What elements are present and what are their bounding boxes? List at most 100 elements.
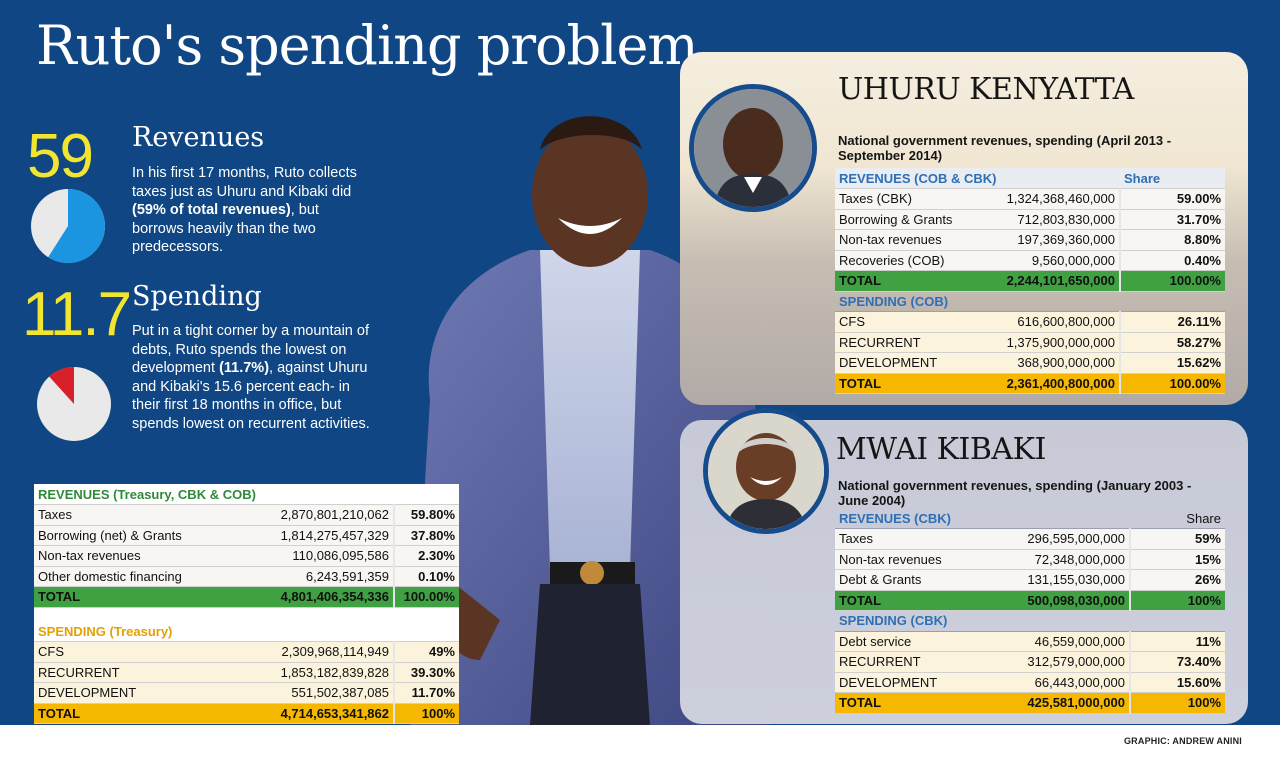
row-amount: 66,443,000,000 [990,672,1130,693]
row-label: CFS [34,641,209,663]
kibaki-name: MWAI KIBAKI [836,432,1046,467]
table-row: RECURRENT 1,853,182,839,828 39.30% [34,662,459,683]
uhuru-revenues-total-row: TOTAL 2,244,101,650,000 100.00% [835,270,1225,292]
spending-body-text: Put in a tight corner by a mountain of d… [132,323,369,377]
row-share: 0.10% [393,566,459,587]
ruto-revenues-total-row: TOTAL 4,801,406,354,336 100.00% [34,586,459,608]
revenues-pie-chart [31,189,105,263]
spending-body: Put in a tight corner by a mountain of d… [132,322,377,434]
row-amount: 425,581,000,000 [990,692,1130,714]
kibaki-portrait [703,408,829,534]
row-share: 26% [1129,569,1225,591]
row-label: Other domestic financing [34,566,209,587]
row-label: TOTAL [835,373,980,394]
row-label: TOTAL [835,590,990,611]
table-row: Taxes 2,870,801,210,062 59.80% [34,504,459,526]
row-label: Non-tax revenues [835,229,980,251]
revenues-body-tail: , but borrows heavily than the two prede… [132,202,319,256]
row-label: Taxes [34,504,209,526]
row-label: Debt service [835,631,990,652]
row-label: RECURRENT [835,651,990,673]
row-label: TOTAL [34,586,209,608]
kibaki-revenues-header: REVENUES (CBK) [835,508,1130,529]
row-amount: 616,600,800,000 [980,311,1120,333]
row-label: RECURRENT [34,662,209,683]
kibaki-portrait-image [708,413,824,529]
row-label: Taxes (CBK) [835,188,980,210]
row-share: 100.00% [1119,270,1225,292]
row-share: 59.80% [393,504,459,526]
spending-title: Spending [132,281,262,312]
row-amount: 4,714,653,341,862 [209,703,394,724]
uhuru-spending-header: SPENDING (COB) [835,291,1225,312]
row-share: 11% [1129,631,1225,652]
table-row: Borrowing & Grants 712,803,830,000 31.70… [835,209,1225,230]
uhuru-name: UHURU KENYATTA [838,72,1134,107]
row-share: 15.60% [1129,672,1225,693]
row-amount: 1,375,900,000,000 [980,332,1120,353]
row-label: Borrowing & Grants [835,209,980,230]
revenues-pie-slice [48,189,105,263]
kibaki-spending-header: SPENDING (CBK) [835,610,1225,632]
headline: Ruto's spending problem [36,14,699,77]
row-label: Debt & Grants [835,569,990,591]
row-share: 100.00% [393,586,459,608]
row-share: 39.30% [393,662,459,683]
table-row: RECURRENT 1,375,900,000,000 58.27% [835,332,1225,353]
row-label: Borrowing (net) & Grants [34,525,209,546]
kibaki-share-header: Share [1130,508,1225,529]
row-label: RECURRENT [835,332,980,353]
row-share: 100.00% [1119,373,1225,394]
kibaki-subtitle: National government revenues, spending (… [838,478,1192,508]
row-amount: 551,502,387,085 [209,682,394,704]
kibaki-revenues-total-row: TOTAL 500,098,030,000 100% [835,590,1225,611]
table-row: Taxes 296,595,000,000 59% [835,528,1225,550]
row-label: Non-tax revenues [34,545,209,567]
kibaki-spending-total-row: TOTAL 425,581,000,000 100% [835,692,1225,714]
graphic-credit: GRAPHIC: ANDREW ANINI [1123,736,1242,746]
row-label: DEVELOPMENT [835,672,990,693]
row-label: DEVELOPMENT [34,682,209,704]
row-label: DEVELOPMENT [835,352,980,374]
row-share: 49% [393,641,459,663]
row-label: Taxes [835,528,990,550]
row-label: Recoveries (COB) [835,250,980,271]
table-row: CFS 2,309,968,114,949 49% [34,641,459,663]
table-row: DEVELOPMENT 368,900,000,000 15.62% [835,352,1225,374]
row-share: 100% [393,703,459,724]
row-amount: 312,579,000,000 [990,651,1130,673]
table-row: Non-tax revenues 197,369,360,000 8.80% [835,229,1225,251]
row-amount: 6,243,591,359 [209,566,394,587]
uhuru-share-header: Share [1120,168,1225,189]
row-amount: 1,853,182,839,828 [209,662,394,683]
uhuru-spending-total-row: TOTAL 2,361,400,800,000 100.00% [835,373,1225,394]
row-share: 58.27% [1119,332,1225,353]
table-row: Non-tax revenues 110,086,095,586 2.30% [34,545,459,567]
table-row: Recoveries (COB) 9,560,000,000 0.40% [835,250,1225,271]
row-amount: 500,098,030,000 [990,590,1130,611]
uhuru-portrait [689,84,817,212]
uhuru-subtitle: National government revenues, spending (… [838,133,1172,163]
spending-body-bold: (11.7%) [219,360,270,377]
ruto-revenues-header: REVENUES (Treasury, CBK & COB) [34,484,459,505]
uhuru-portrait-image [694,89,812,207]
row-share: 2.30% [393,545,459,567]
table-row: DEVELOPMENT 551,502,387,085 11.70% [34,682,459,704]
table-row: Taxes (CBK) 1,324,368,460,000 59.00% [835,188,1225,210]
row-amount: 131,155,030,000 [990,569,1130,591]
row-share: 0.40% [1119,250,1225,271]
kibaki-table: REVENUES (CBK) Share Taxes 296,595,000,0… [835,508,1225,714]
row-share: 26.11% [1119,311,1225,333]
spending-pie-slice [49,367,74,404]
row-amount: 1,814,275,457,329 [209,525,394,546]
row-label: Non-tax revenues [835,549,990,570]
row-amount: 72,348,000,000 [990,549,1130,570]
ruto-spending-total-row: TOTAL 4,714,653,341,862 100% [34,703,459,724]
uhuru-table: REVENUES (COB & CBK) Share Taxes (CBK) 1… [835,168,1225,394]
revenues-title: Revenues [132,122,265,153]
row-amount: 9,560,000,000 [980,250,1120,271]
row-share: 100% [1129,590,1225,611]
table-row: Other domestic financing 6,243,591,359 0… [34,566,459,587]
revenues-body-text: In his first 17 months, Ruto collects ta… [132,165,357,200]
